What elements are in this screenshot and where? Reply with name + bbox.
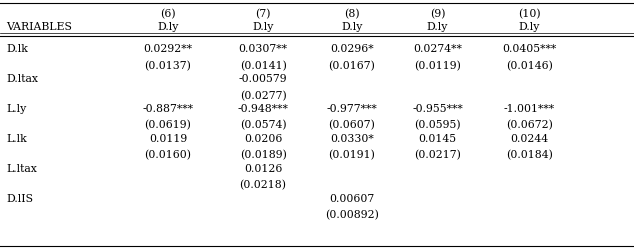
Text: L.ltax: L.ltax <box>6 163 37 173</box>
Text: (8): (8) <box>344 9 359 19</box>
Text: D.ltax: D.ltax <box>6 74 38 84</box>
Text: (0.0672): (0.0672) <box>506 120 553 130</box>
Text: -0.948***: -0.948*** <box>238 104 288 114</box>
Text: (0.0167): (0.0167) <box>328 60 375 71</box>
Text: (0.0619): (0.0619) <box>145 120 191 130</box>
Text: (0.0218): (0.0218) <box>240 179 287 190</box>
Text: 0.0292**: 0.0292** <box>143 44 193 54</box>
Text: 0.0119: 0.0119 <box>149 133 187 143</box>
Text: 0.00607: 0.00607 <box>329 193 375 203</box>
Text: 0.0405***: 0.0405*** <box>502 44 557 54</box>
Text: L.lk: L.lk <box>6 133 27 143</box>
Text: -0.977***: -0.977*** <box>327 104 377 114</box>
Text: 0.0274**: 0.0274** <box>413 44 462 54</box>
Text: -0.887***: -0.887*** <box>143 104 193 114</box>
Text: (9): (9) <box>430 9 445 19</box>
Text: D.ly: D.ly <box>341 21 363 32</box>
Text: (0.0160): (0.0160) <box>145 150 191 160</box>
Text: (0.0217): (0.0217) <box>414 150 461 160</box>
Text: 0.0206: 0.0206 <box>244 133 282 143</box>
Text: (10): (10) <box>518 9 541 19</box>
Text: (0.0189): (0.0189) <box>240 150 287 160</box>
Text: D.ly: D.ly <box>157 21 179 32</box>
Text: (0.0191): (0.0191) <box>328 150 375 160</box>
Text: (0.0574): (0.0574) <box>240 120 287 130</box>
Text: D.lk: D.lk <box>6 44 29 54</box>
Text: D.ly: D.ly <box>519 21 540 32</box>
Text: (0.0277): (0.0277) <box>240 90 287 100</box>
Text: 0.0145: 0.0145 <box>418 133 456 143</box>
Text: 0.0307**: 0.0307** <box>238 44 288 54</box>
Text: (0.0141): (0.0141) <box>240 60 287 71</box>
Text: (0.0119): (0.0119) <box>414 60 461 71</box>
Text: D.ly: D.ly <box>252 21 274 32</box>
Text: -0.955***: -0.955*** <box>412 104 463 114</box>
Text: (0.0146): (0.0146) <box>506 60 553 71</box>
Text: 0.0126: 0.0126 <box>244 163 282 173</box>
Text: (7): (7) <box>256 9 271 19</box>
Text: VARIABLES: VARIABLES <box>6 21 72 32</box>
Text: (6): (6) <box>160 9 176 19</box>
Text: -1.001***: -1.001*** <box>504 104 555 114</box>
Text: 0.0296*: 0.0296* <box>330 44 373 54</box>
Text: D.ly: D.ly <box>427 21 448 32</box>
Text: D.lIS: D.lIS <box>6 193 34 203</box>
Text: -0.00579: -0.00579 <box>239 74 287 84</box>
Text: (0.0184): (0.0184) <box>506 150 553 160</box>
Text: (0.0595): (0.0595) <box>414 120 461 130</box>
Text: L.ly: L.ly <box>6 104 27 114</box>
Text: (0.0137): (0.0137) <box>145 60 191 71</box>
Text: (0.0607): (0.0607) <box>328 120 375 130</box>
Text: (0.00892): (0.00892) <box>325 209 378 219</box>
Text: 0.0330*: 0.0330* <box>330 133 374 143</box>
Text: 0.0244: 0.0244 <box>510 133 548 143</box>
